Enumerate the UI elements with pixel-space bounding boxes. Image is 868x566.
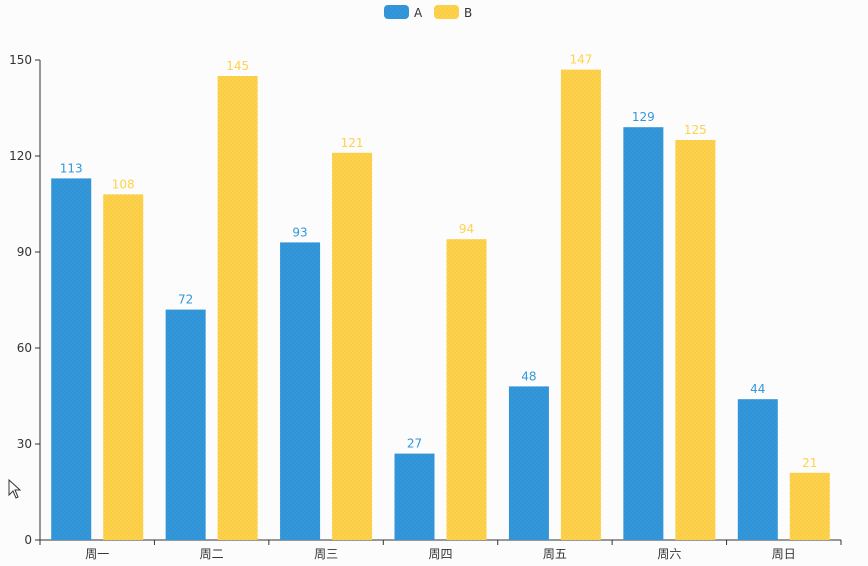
- bar-B[interactable]: [217, 76, 258, 540]
- x-tick-label: 周日: [772, 547, 796, 561]
- y-tick-label: 150: [9, 53, 32, 67]
- data-label-A: 27: [407, 437, 422, 451]
- bar-A[interactable]: [280, 242, 321, 540]
- y-tick-label: 30: [17, 437, 32, 451]
- data-label-B: 145: [226, 59, 249, 73]
- y-tick-label: 60: [17, 341, 32, 355]
- data-label-B: 121: [341, 136, 364, 150]
- bar-B[interactable]: [789, 472, 830, 540]
- legend-label-B[interactable]: B: [464, 6, 472, 20]
- data-label-A: 129: [632, 110, 655, 124]
- data-label-A: 113: [60, 161, 83, 175]
- bar-B[interactable]: [560, 69, 601, 540]
- data-label-B: 94: [459, 222, 474, 236]
- bar-B[interactable]: [446, 239, 487, 540]
- data-label-B: 125: [684, 123, 707, 137]
- x-tick-label: 周五: [543, 547, 567, 561]
- x-axis: 周一 周二 周三 周四 周五 周六 周日: [39, 539, 842, 561]
- data-label-A: 93: [292, 225, 307, 239]
- x-tick-label: 周二: [200, 547, 224, 561]
- data-label-A: 44: [750, 382, 765, 396]
- legend-swatch-B[interactable]: [434, 5, 459, 19]
- x-tick-label: 周四: [428, 547, 452, 561]
- bar-A[interactable]: [623, 127, 664, 540]
- legend-swatch-A[interactable]: [384, 5, 409, 19]
- data-label-A: 72: [178, 293, 193, 307]
- data-label-B: 108: [112, 177, 135, 191]
- bar-B[interactable]: [332, 152, 373, 541]
- data-labels: 113 108 72 145 93 121 27 94 48 147 129 125 44 21: [60, 53, 818, 470]
- y-axis: 0 30 60 90 120 150: [9, 53, 41, 547]
- bar-A[interactable]: [737, 399, 778, 540]
- bar-B[interactable]: [103, 194, 144, 540]
- x-tick-label: 周一: [85, 547, 109, 561]
- bar-A[interactable]: [165, 309, 206, 540]
- bar-A[interactable]: [508, 386, 549, 540]
- data-label-B: 147: [569, 53, 592, 67]
- data-label-B: 21: [802, 456, 817, 470]
- y-tick-label: 120: [9, 149, 32, 163]
- bar-B[interactable]: [675, 140, 716, 540]
- bars[interactable]: [51, 69, 830, 541]
- bar-A[interactable]: [394, 453, 435, 540]
- data-label-A: 48: [521, 369, 536, 383]
- x-tick-label: 周三: [314, 547, 338, 561]
- bar-A[interactable]: [51, 178, 92, 540]
- legend-label-A[interactable]: A: [414, 6, 423, 20]
- mouse-cursor-icon: [8, 479, 22, 499]
- y-tick-label: 90: [17, 245, 32, 259]
- x-tick-label: 周六: [657, 547, 681, 561]
- y-tick-label: 0: [24, 533, 32, 547]
